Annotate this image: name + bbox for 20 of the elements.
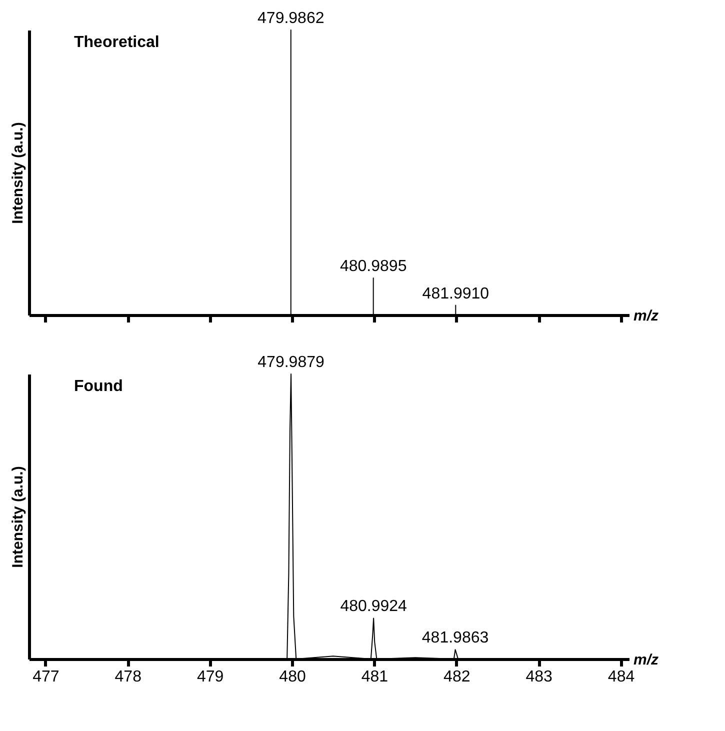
x-tick-label: 483	[526, 668, 553, 686]
x-axis-title: m/z	[634, 652, 660, 668]
x-tick-label: 477	[32, 668, 60, 686]
x-tick-label: 480	[279, 668, 306, 686]
x-tick-label: 482	[444, 668, 470, 686]
x-tick-label: 484	[608, 668, 635, 686]
x-tick-label: 478	[114, 668, 142, 686]
x-tick-label: 481	[361, 668, 388, 686]
annotation: 481.9863	[422, 630, 489, 647]
y-axis-title: Intensity (a.u.)	[10, 122, 26, 224]
annotation: 480.9924	[340, 598, 408, 616]
annotation: 479.9879	[258, 354, 324, 371]
x-tick-label: 479	[196, 668, 224, 686]
chart-title: Theoretical	[74, 34, 160, 51]
x-axis-title: m/z	[634, 308, 660, 324]
annotation: 479.9862	[258, 10, 324, 27]
chart-title: Found	[74, 378, 123, 395]
annotation: 481.9910	[422, 285, 490, 302]
y-axis-title: Intensity (a.u.)	[10, 466, 26, 568]
annotation: 480.9895	[340, 258, 407, 275]
